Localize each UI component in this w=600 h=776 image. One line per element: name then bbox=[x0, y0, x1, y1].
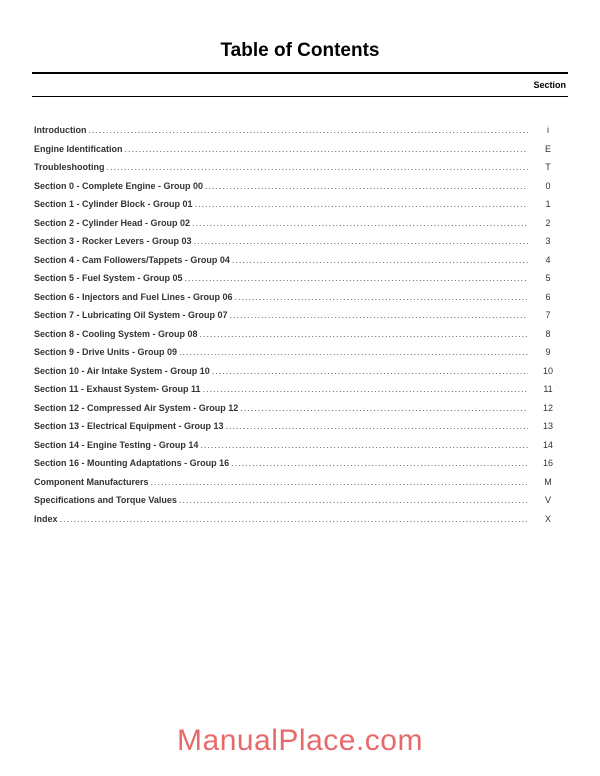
toc-entry-label: Section 4 - Cam Followers/Tappets - Grou… bbox=[34, 255, 230, 265]
toc-row: Section 12 - Compressed Air System - Gro… bbox=[34, 403, 566, 413]
toc-entry-page: 3 bbox=[530, 236, 566, 246]
toc-row: Section 0 - Complete Engine - Group 00..… bbox=[34, 181, 566, 191]
rule-thick bbox=[32, 72, 568, 74]
toc-leader-dots: ........................................… bbox=[151, 477, 528, 487]
toc-entry-label: Section 14 - Engine Testing - Group 14 bbox=[34, 440, 198, 450]
toc-entry-label: Section 10 - Air Intake System - Group 1… bbox=[34, 366, 210, 376]
toc-entry-label: Engine Identification bbox=[34, 144, 123, 154]
toc-leader-dots: ........................................… bbox=[200, 329, 528, 339]
toc-leader-dots: ........................................… bbox=[195, 199, 528, 209]
toc-entry-page: 5 bbox=[530, 273, 566, 283]
toc-entry-label: Section 3 - Rocker Levers - Group 03 bbox=[34, 236, 192, 246]
toc-entry-page: 16 bbox=[530, 458, 566, 468]
toc-leader-dots: ........................................… bbox=[231, 458, 528, 468]
column-header-section: Section bbox=[32, 80, 568, 90]
toc-leader-dots: ........................................… bbox=[125, 144, 528, 154]
toc-entry-page: 12 bbox=[530, 403, 566, 413]
toc-leader-dots: ........................................… bbox=[185, 273, 528, 283]
toc-leader-dots: ........................................… bbox=[226, 421, 528, 431]
toc-leader-dots: ........................................… bbox=[192, 218, 528, 228]
toc-entry-page: X bbox=[530, 514, 566, 524]
page-title: Table of Contents bbox=[32, 40, 568, 62]
toc-entry-page: V bbox=[530, 495, 566, 505]
toc-row: Section 1 - Cylinder Block - Group 01...… bbox=[34, 199, 566, 209]
toc-row: Section 3 - Rocker Levers - Group 03....… bbox=[34, 236, 566, 246]
toc-leader-dots: ........................................… bbox=[203, 384, 528, 394]
toc-leader-dots: ........................................… bbox=[89, 125, 529, 135]
toc-leader-dots: ........................................… bbox=[240, 403, 528, 413]
toc-row: Troubleshooting.........................… bbox=[34, 162, 566, 172]
toc-entry-page: 8 bbox=[530, 329, 566, 339]
toc-entry-label: Component Manufacturers bbox=[34, 477, 149, 487]
toc-entry-label: Section 2 - Cylinder Head - Group 02 bbox=[34, 218, 190, 228]
toc-row: Introduction............................… bbox=[34, 125, 566, 135]
toc-row: Engine Identification...................… bbox=[34, 144, 566, 154]
toc-entry-page: 10 bbox=[530, 366, 566, 376]
toc-entry-page: E bbox=[530, 144, 566, 154]
toc-entry-page: 6 bbox=[530, 292, 566, 302]
toc-row: Section 8 - Cooling System - Group 08...… bbox=[34, 329, 566, 339]
rule-thin bbox=[32, 96, 568, 97]
toc-row: Section 4 - Cam Followers/Tappets - Grou… bbox=[34, 255, 566, 265]
toc-leader-dots: ........................................… bbox=[179, 347, 528, 357]
toc-leader-dots: ........................................… bbox=[230, 310, 528, 320]
toc-entry-page: 13 bbox=[530, 421, 566, 431]
toc-entry-label: Section 13 - Electrical Equipment - Grou… bbox=[34, 421, 224, 431]
toc-leader-dots: ........................................… bbox=[200, 440, 528, 450]
toc-leader-dots: ........................................… bbox=[232, 255, 528, 265]
toc-leader-dots: ........................................… bbox=[179, 495, 528, 505]
toc-entry-page: 14 bbox=[530, 440, 566, 450]
toc-row: Section 14 - Engine Testing - Group 14..… bbox=[34, 440, 566, 450]
toc-row: Section 6 - Injectors and Fuel Lines - G… bbox=[34, 292, 566, 302]
toc-entry-label: Specifications and Torque Values bbox=[34, 495, 177, 505]
toc-leader-dots: ........................................… bbox=[205, 181, 528, 191]
toc-row: Section 10 - Air Intake System - Group 1… bbox=[34, 366, 566, 376]
toc-entry-label: Section 9 - Drive Units - Group 09 bbox=[34, 347, 177, 357]
toc-leader-dots: ........................................… bbox=[60, 514, 528, 524]
toc-row: Section 16 - Mounting Adaptations - Grou… bbox=[34, 458, 566, 468]
toc-entry-page: 0 bbox=[530, 181, 566, 191]
table-of-contents: Introduction............................… bbox=[32, 125, 568, 524]
toc-entry-label: Section 12 - Compressed Air System - Gro… bbox=[34, 403, 238, 413]
toc-entry-label: Section 0 - Complete Engine - Group 00 bbox=[34, 181, 203, 191]
toc-row: Section 5 - Fuel System - Group 05......… bbox=[34, 273, 566, 283]
toc-row: Section 13 - Electrical Equipment - Grou… bbox=[34, 421, 566, 431]
watermark-text: ManualPlace.com bbox=[0, 724, 600, 758]
toc-row: Section 7 - Lubricating Oil System - Gro… bbox=[34, 310, 566, 320]
toc-entry-label: Section 11 - Exhaust System- Group 11 bbox=[34, 384, 201, 394]
toc-entry-label: Introduction bbox=[34, 125, 87, 135]
toc-entry-label: Index bbox=[34, 514, 58, 524]
toc-entry-page: T bbox=[530, 162, 566, 172]
toc-leader-dots: ........................................… bbox=[212, 366, 528, 376]
toc-entry-label: Section 8 - Cooling System - Group 08 bbox=[34, 329, 198, 339]
toc-entry-label: Section 6 - Injectors and Fuel Lines - G… bbox=[34, 292, 233, 302]
toc-leader-dots: ........................................… bbox=[107, 162, 529, 172]
toc-entry-label: Section 1 - Cylinder Block - Group 01 bbox=[34, 199, 193, 209]
toc-leader-dots: ........................................… bbox=[235, 292, 528, 302]
toc-row: Section 11 - Exhaust System- Group 11...… bbox=[34, 384, 566, 394]
toc-entry-page: M bbox=[530, 477, 566, 487]
toc-entry-page: 7 bbox=[530, 310, 566, 320]
toc-row: Section 9 - Drive Units - Group 09......… bbox=[34, 347, 566, 357]
toc-entry-page: 11 bbox=[530, 384, 566, 394]
toc-entry-label: Section 16 - Mounting Adaptations - Grou… bbox=[34, 458, 229, 468]
toc-leader-dots: ........................................… bbox=[194, 236, 528, 246]
toc-entry-label: Section 5 - Fuel System - Group 05 bbox=[34, 273, 183, 283]
toc-row: Component Manufacturers.................… bbox=[34, 477, 566, 487]
toc-entry-page: 2 bbox=[530, 218, 566, 228]
toc-entry-page: 1 bbox=[530, 199, 566, 209]
toc-entry-label: Section 7 - Lubricating Oil System - Gro… bbox=[34, 310, 228, 320]
toc-entry-page: i bbox=[530, 125, 566, 135]
toc-row: Index...................................… bbox=[34, 514, 566, 524]
toc-entry-page: 9 bbox=[530, 347, 566, 357]
toc-entry-label: Troubleshooting bbox=[34, 162, 105, 172]
toc-row: Section 2 - Cylinder Head - Group 02....… bbox=[34, 218, 566, 228]
toc-row: Specifications and Torque Values........… bbox=[34, 495, 566, 505]
toc-entry-page: 4 bbox=[530, 255, 566, 265]
